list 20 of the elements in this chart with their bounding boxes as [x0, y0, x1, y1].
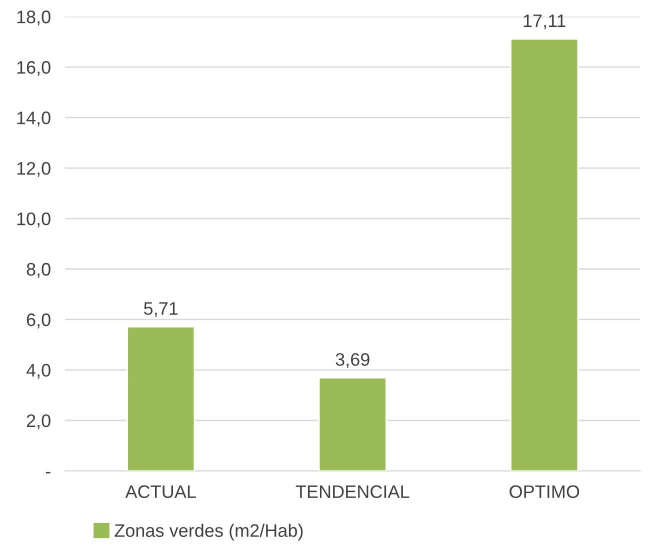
bar — [318, 377, 387, 471]
legend-label: Zonas verdes (m2/Hab) — [114, 524, 303, 541]
y-tick-label: 12,0 — [17, 162, 50, 177]
bar — [510, 38, 579, 471]
data-label: 17,11 — [524, 14, 566, 30]
y-tick-label: - — [46, 472, 50, 474]
y-tick-label: 16,0 — [17, 61, 50, 76]
y-tick-label: 4,0 — [26, 364, 50, 379]
y-tick-label: 10,0 — [17, 212, 50, 228]
y-tick-label: 8,0 — [26, 262, 50, 278]
y-tick-label: 14,0 — [17, 112, 50, 126]
y-tick-label: 18,0 — [17, 10, 50, 26]
y-tick-label: 2,0 — [26, 414, 50, 430]
bar — [126, 326, 196, 471]
x-tick-label: OPTIMO — [510, 485, 580, 498]
data-label: 5,71 — [144, 302, 178, 318]
data-label: 3,69 — [336, 353, 370, 368]
x-tick-label: ACTUAL — [125, 485, 196, 498]
y-tick-label: 6,0 — [26, 313, 50, 328]
x-tick-label: TENDENCIAL — [296, 485, 410, 498]
